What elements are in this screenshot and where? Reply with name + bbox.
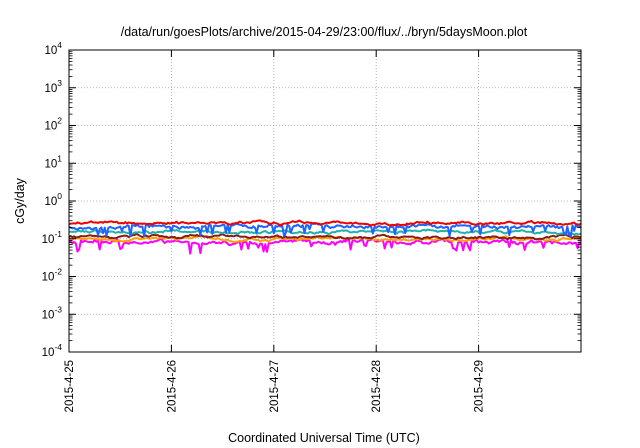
y-tick-base: 10 — [44, 196, 57, 208]
y-tick-base: 10 — [42, 309, 55, 321]
y-tick-label: 10-3 — [42, 304, 63, 321]
y-tick-exponent: 0 — [57, 191, 62, 201]
y-tick-exponent: 1 — [57, 153, 62, 163]
series-line — [68, 222, 582, 238]
x-tick-label: 2015-4-29 — [474, 360, 486, 412]
y-tick-exponent: -1 — [54, 229, 62, 239]
y-axis-label: cGy/day — [13, 177, 27, 224]
y-tick-label: 102 — [44, 116, 62, 133]
x-tick-label: 2015-4-26 — [166, 360, 178, 412]
y-tick-label: 103 — [44, 78, 62, 95]
y-tick-base: 10 — [42, 347, 55, 359]
y-tick-label: 100 — [44, 191, 62, 208]
y-tick-base: 10 — [42, 272, 55, 284]
x-tick-label: 2015-4-25 — [64, 360, 76, 412]
axis-ticks — [68, 49, 581, 353]
y-tick-exponent: -4 — [54, 342, 62, 352]
series-line — [69, 228, 582, 236]
x-tick-label: 2015-4-28 — [371, 360, 383, 412]
y-tick-base: 10 — [44, 121, 57, 133]
series-line — [68, 219, 582, 227]
series-lines — [68, 219, 582, 255]
y-tick-label: 10-4 — [42, 342, 63, 359]
x-tick-label: 2015-4-27 — [269, 360, 281, 412]
y-tick-label: 10-2 — [42, 267, 63, 284]
y-tick-base: 10 — [44, 158, 57, 170]
y-tick-label: 101 — [44, 153, 62, 170]
chart-title: /data/run/goesPlots/archive/2015-04-29/2… — [121, 25, 528, 39]
y-tick-base: 10 — [44, 83, 57, 95]
x-axis-label: Coordinated Universal Time (UTC) — [228, 431, 420, 445]
y-tick-exponent: -2 — [54, 267, 62, 277]
series-line — [68, 233, 582, 241]
series-line — [68, 235, 582, 243]
y-tick-exponent: -3 — [54, 304, 62, 314]
y-tick-exponent: 3 — [57, 78, 62, 88]
y-tick-exponent: 4 — [57, 40, 62, 50]
x-tick-labels: 2015-4-25 2015-4-26 2015-4-27 2015-4-28 2015… — [64, 360, 486, 412]
series-line — [68, 237, 582, 255]
grid — [69, 50, 581, 352]
y-tick-label: 10-1 — [42, 229, 63, 246]
y-tick-exponent: 2 — [57, 116, 62, 126]
y-tick-label: 104 — [44, 40, 62, 57]
y-tick-base: 10 — [42, 234, 55, 246]
y-tick-base: 10 — [44, 45, 57, 57]
